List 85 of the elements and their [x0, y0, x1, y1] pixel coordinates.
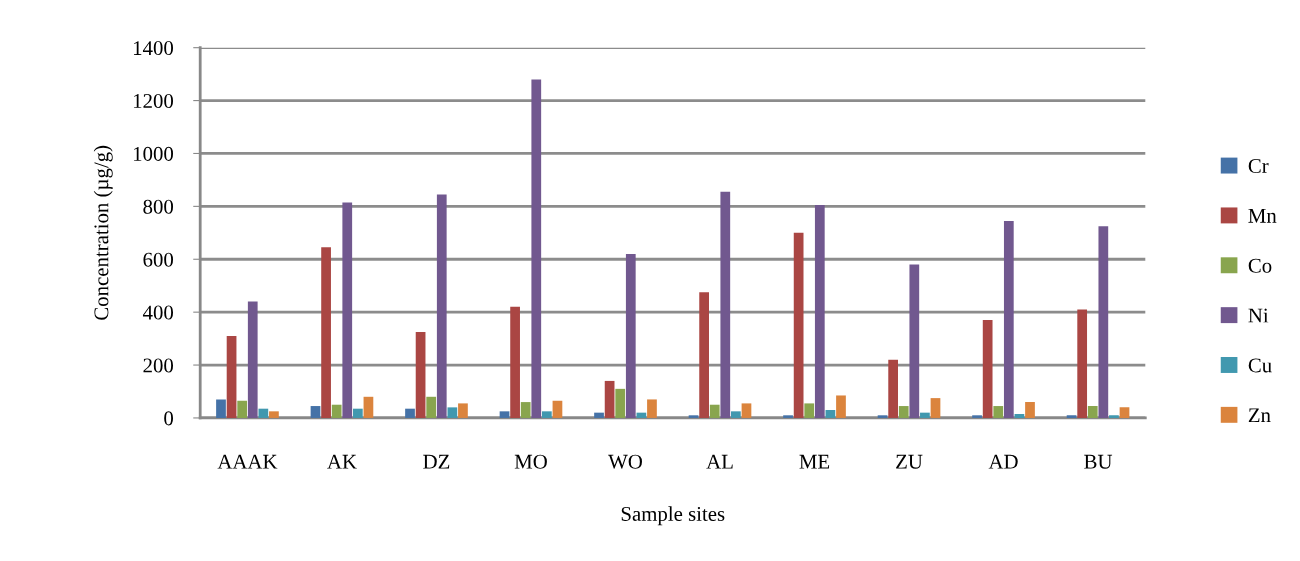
- bar: [1014, 413, 1025, 418]
- bar: [237, 400, 248, 418]
- bar: [1003, 220, 1014, 418]
- x-tick-label: AL: [706, 454, 733, 469]
- bar: [405, 408, 415, 418]
- bar: [352, 408, 363, 418]
- x-tick-label: ME: [799, 454, 830, 469]
- y-tick-label: 0: [164, 411, 174, 426]
- bar: [426, 396, 437, 418]
- bar: [793, 232, 804, 418]
- x-tick-label: AD: [988, 454, 1018, 469]
- bar: [615, 388, 626, 418]
- bar: [1066, 415, 1077, 418]
- legend-label: Mn: [1248, 209, 1277, 223]
- x-tick-label: BU: [1084, 454, 1113, 469]
- bar: [499, 411, 510, 418]
- x-tick-label: MO: [514, 454, 547, 469]
- bar: [731, 411, 741, 418]
- bar: [1119, 407, 1130, 418]
- bar: [647, 399, 657, 418]
- legend-label: Cr: [1248, 159, 1269, 174]
- bar: [458, 403, 468, 418]
- y-tick-label: 200: [143, 358, 174, 373]
- bar: [877, 415, 888, 418]
- bar: [993, 406, 1004, 418]
- bar: [825, 410, 836, 418]
- bar: [436, 194, 447, 418]
- bar: [594, 412, 604, 418]
- bar: [1087, 406, 1098, 418]
- bar: [920, 412, 930, 418]
- bar: [321, 247, 331, 418]
- bar: [625, 253, 636, 418]
- bar: [331, 404, 342, 418]
- bar: [741, 403, 752, 418]
- bar: [226, 335, 237, 418]
- y-tick-label: 400: [142, 305, 174, 320]
- bar: [720, 191, 731, 418]
- bar: [804, 403, 815, 418]
- y-tick-label: 800: [143, 199, 174, 214]
- legend-label: Ni: [1248, 308, 1269, 323]
- bar: [269, 411, 279, 418]
- x-tick-label: ZU: [896, 454, 923, 469]
- legend-label: Zn: [1248, 408, 1271, 423]
- x-axis-title: Sample sites: [621, 506, 725, 526]
- y-tick-label: 1400: [133, 41, 174, 56]
- bar: [909, 264, 920, 418]
- bar: [972, 415, 982, 418]
- bar: [604, 380, 615, 418]
- bar: [552, 400, 563, 418]
- bar: [1109, 415, 1119, 418]
- bar: [342, 202, 353, 418]
- bar: [783, 415, 793, 418]
- y-tick-label: 1000: [133, 146, 174, 161]
- bar: [688, 415, 699, 418]
- bar: [1098, 226, 1109, 418]
- bar: [510, 306, 520, 418]
- bar: [699, 292, 709, 418]
- bar: [258, 408, 269, 418]
- x-tick-label: WO: [608, 454, 642, 469]
- bar: [888, 359, 899, 418]
- bar: [520, 402, 531, 418]
- bar: [1077, 309, 1088, 418]
- x-tick-label: AK: [327, 454, 357, 469]
- x-tick-label: DZ: [423, 454, 450, 469]
- legend-label: Cu: [1248, 358, 1272, 373]
- bar: [898, 406, 909, 418]
- legend-label: Co: [1248, 258, 1272, 273]
- x-tick-label: AAAK: [217, 454, 278, 469]
- bar: [447, 407, 458, 418]
- bar: [415, 331, 426, 418]
- bar: [363, 396, 374, 418]
- bar: [836, 395, 846, 418]
- bar: [709, 404, 720, 418]
- bar: [982, 320, 993, 418]
- y-tick-label: 600: [143, 252, 174, 267]
- bar: [531, 79, 542, 418]
- bar: [930, 398, 941, 418]
- y-axis-title: Concentration (µg/g): [93, 145, 113, 320]
- bar: [216, 399, 226, 418]
- y-tick-label: 1200: [133, 93, 174, 109]
- bar: [541, 411, 552, 418]
- bar: [247, 301, 258, 418]
- bar: [310, 406, 321, 418]
- bar: [1025, 402, 1035, 418]
- bar: [814, 205, 825, 418]
